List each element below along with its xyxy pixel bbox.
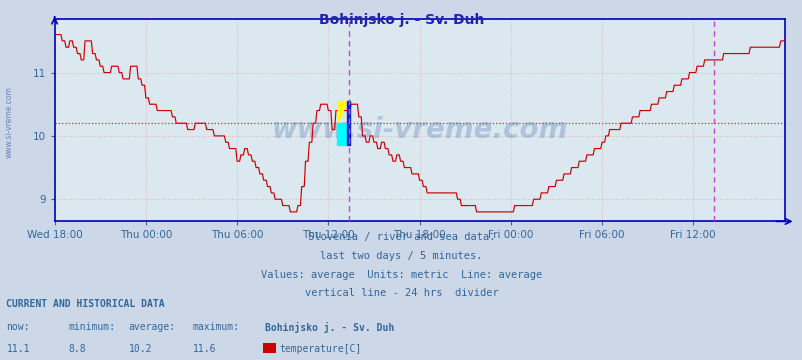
Text: minimum:: minimum: [68,322,115,332]
Text: Bohinjsko j. - Sv. Duh: Bohinjsko j. - Sv. Duh [265,322,394,333]
Text: vertical line - 24 hrs  divider: vertical line - 24 hrs divider [304,288,498,298]
Text: last two days / 5 minutes.: last two days / 5 minutes. [320,251,482,261]
Text: 11.1: 11.1 [6,344,30,354]
Text: Bohinjsko j. - Sv. Duh: Bohinjsko j. - Sv. Duh [318,13,484,27]
Text: 11.6: 11.6 [192,344,216,354]
Text: Slovenia / river and sea data.: Slovenia / river and sea data. [307,232,495,242]
Text: maximum:: maximum: [192,322,240,332]
Text: now:: now: [6,322,30,332]
Text: average:: average: [128,322,176,332]
Text: 10.2: 10.2 [128,344,152,354]
Text: 8.8: 8.8 [68,344,86,354]
Text: CURRENT AND HISTORICAL DATA: CURRENT AND HISTORICAL DATA [6,299,165,309]
Text: www.si-vreme.com: www.si-vreme.com [271,116,567,144]
Text: temperature[C]: temperature[C] [279,344,361,354]
Text: www.si-vreme.com: www.si-vreme.com [5,86,14,158]
Text: Values: average  Units: metric  Line: average: Values: average Units: metric Line: aver… [261,270,541,280]
